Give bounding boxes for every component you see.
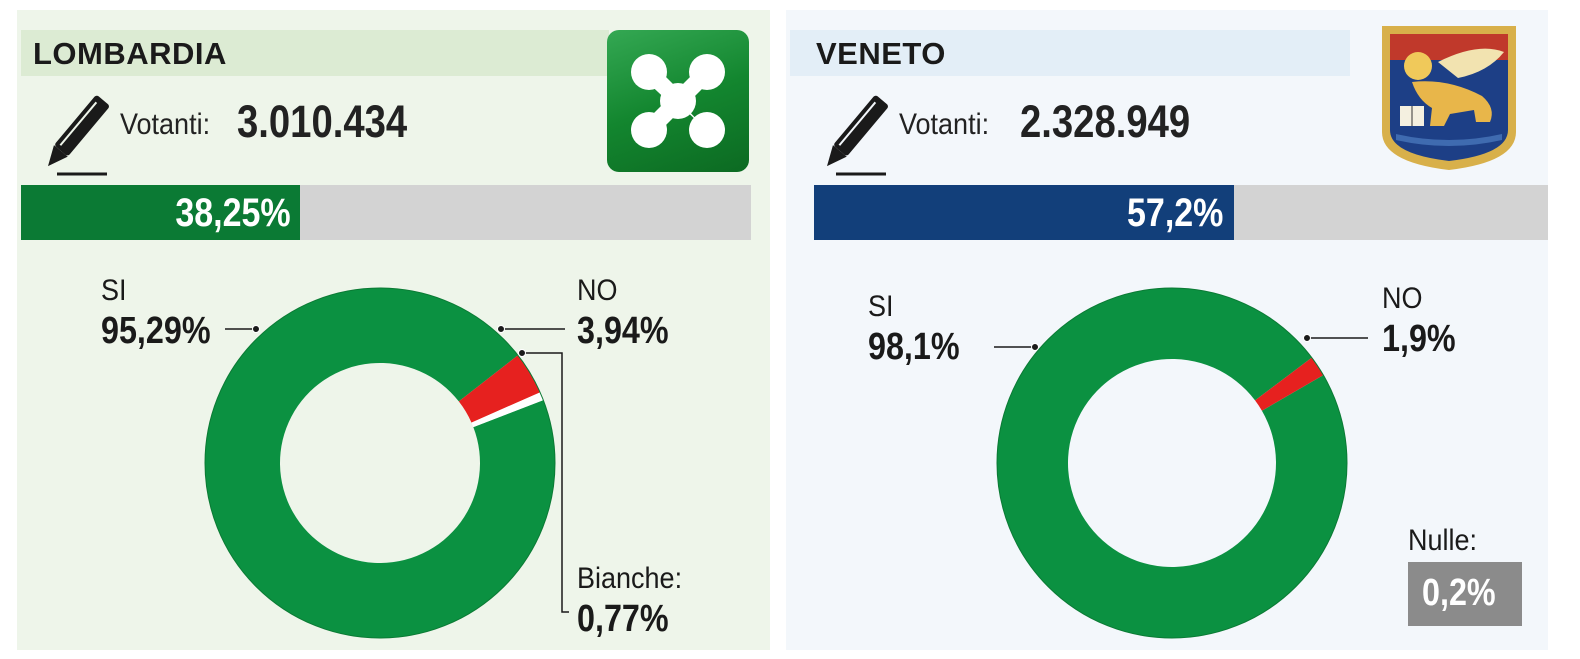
region-title: VENETO: [816, 36, 946, 71]
label-bianche-value: 0,77%: [577, 598, 669, 640]
turnout-bar-fill: 57,2%: [814, 185, 1234, 240]
label-si-value: 95,29%: [101, 310, 211, 352]
label-no-value: 1,9%: [1382, 318, 1456, 360]
region-title: LOMBARDIA: [33, 36, 227, 71]
label-si-name: SI: [868, 290, 894, 323]
turnout-bar: 57,2%: [814, 185, 1548, 240]
leader-no: [497, 325, 565, 333]
leader-si: [225, 325, 260, 333]
votanti-label: Votanti:: [120, 108, 211, 141]
region-title-band: [21, 30, 609, 76]
label-no-name: NO: [1382, 282, 1423, 315]
label-bianche-name: Bianche:: [577, 562, 683, 595]
panel-lombardia: LOMBARDIA Votanti: 3.010.434: [17, 10, 770, 650]
label-si-name: SI: [101, 274, 127, 307]
label-no-name: NO: [577, 274, 618, 307]
slice-si: [996, 287, 1347, 638]
label-no-value: 3,94%: [577, 310, 669, 352]
label-si-value: 98,1%: [868, 326, 960, 368]
donut-outline: [204, 287, 556, 639]
slice-bianche: [471, 392, 544, 428]
pencil-icon: [827, 95, 888, 176]
lombardia-rose-logo-icon: [607, 30, 749, 172]
pencil-icon: [48, 95, 109, 176]
slice-no: [1255, 357, 1324, 411]
donut-chart: [994, 287, 1368, 639]
region-title-band: [790, 30, 1350, 76]
slice-si: [205, 288, 555, 639]
panel-veneto: VENETO Votanti: 2.328.949 57,2% SI 98,1%…: [786, 10, 1548, 650]
turnout-label: 57,2%: [1127, 191, 1224, 235]
leader-si: [994, 343, 1039, 351]
nulle-badge: 0,2%: [1408, 562, 1522, 626]
turnout-label: 38,25%: [174, 191, 291, 235]
donut-chart: [204, 287, 569, 639]
leader-bianche: [518, 349, 569, 613]
turnout-bar: 38,25%: [21, 185, 751, 240]
leader-no: [1303, 334, 1368, 342]
label-nulle-name: Nulle:: [1408, 524, 1478, 557]
turnout-bar-fill: 38,25%: [21, 185, 301, 240]
donut-outline: [996, 287, 1348, 639]
votanti-label: Votanti:: [899, 108, 990, 141]
slice-no: [458, 355, 541, 423]
votanti-value: 3.010.434: [237, 96, 408, 147]
venetian-lion-coat-of-arms-icon: [1382, 26, 1516, 170]
votanti-value: 2.328.949: [1020, 96, 1191, 147]
nulle-value: 0,2%: [1422, 572, 1496, 614]
